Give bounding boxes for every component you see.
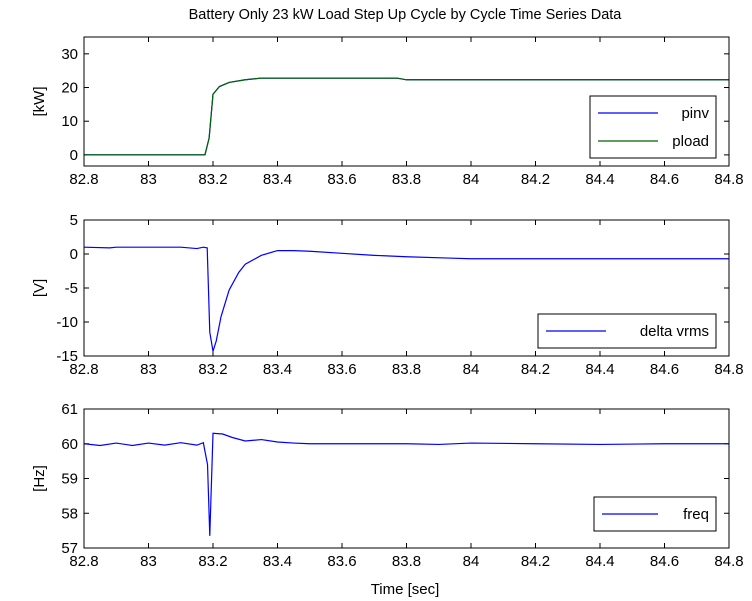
axes-frame bbox=[83, 408, 730, 549]
x-tick-label: 83 bbox=[140, 553, 157, 570]
legend: pinv pload bbox=[589, 95, 717, 159]
x-tick-label: 84.4 bbox=[585, 361, 614, 378]
x-axis-label: Time [sec] bbox=[371, 581, 440, 598]
y-axis-label: [V] bbox=[31, 279, 48, 297]
y-tick-label: 0 bbox=[70, 147, 78, 164]
x-tick-label: 84.2 bbox=[521, 361, 550, 378]
x-tick-label: 84.8 bbox=[714, 553, 743, 570]
y-tick-label: 30 bbox=[61, 46, 78, 63]
x-tick-label: 84 bbox=[463, 361, 480, 378]
series-line-pload bbox=[84, 77, 729, 156]
y-tick-label: -10 bbox=[56, 314, 78, 331]
x-tick-label: 83.2 bbox=[198, 361, 227, 378]
x-tick-label: 84 bbox=[463, 553, 480, 570]
y-tick-label: 58 bbox=[61, 505, 78, 522]
x-tick-label: 83.4 bbox=[263, 171, 292, 188]
y-axis-label: [Hz] bbox=[31, 465, 48, 492]
x-tick-label: 83.8 bbox=[392, 171, 421, 188]
subplots: 82.8 83 83.2 83.4 83.6 83.8 84 84.2 84.4 84.6 84.8… bbox=[31, 36, 744, 570]
y-tick-label: 20 bbox=[61, 80, 78, 97]
y-tick-label: 10 bbox=[61, 113, 78, 130]
x-tick-label: 84.8 bbox=[714, 171, 743, 188]
legend: freq bbox=[593, 496, 717, 532]
y-tick-label: 5 bbox=[70, 212, 78, 229]
x-tick-label: 84.6 bbox=[650, 553, 679, 570]
legend-label: freq bbox=[683, 506, 709, 523]
y-tick-label: 59 bbox=[61, 471, 78, 488]
x-tick-label: 82.8 bbox=[69, 553, 98, 570]
y-tick-label: -5 bbox=[65, 280, 78, 297]
series-group bbox=[84, 432, 729, 536]
y-tick-label: 57 bbox=[61, 540, 78, 557]
series-group bbox=[84, 246, 729, 352]
x-tick-label: 84.2 bbox=[521, 171, 550, 188]
x-tick-label: 83.8 bbox=[392, 553, 421, 570]
x-tick-label: 83.2 bbox=[198, 553, 227, 570]
y-tick-label: 60 bbox=[61, 436, 78, 453]
y-axis-label: [kW] bbox=[31, 87, 48, 117]
series-line-freq bbox=[84, 432, 729, 536]
x-tick-label: 84.4 bbox=[585, 171, 614, 188]
x-tick-label: 84 bbox=[463, 171, 480, 188]
y-tick-label: 61 bbox=[61, 401, 78, 418]
legend-label: pinv bbox=[681, 105, 709, 122]
subplot-1: 82.8 83 83.2 83.4 83.6 83.8 84 84.2 84.4 84.6 84.8… bbox=[31, 36, 744, 188]
x-tick-label: 84.4 bbox=[585, 553, 614, 570]
x-tick-label: 84.6 bbox=[650, 171, 679, 188]
subplot-3: 82.8 83 83.2 83.4 83.6 83.8 84 84.2 84.4 84.6 84.8… bbox=[31, 401, 744, 570]
series-line-delta-vrms bbox=[84, 246, 729, 352]
legend: delta vrms bbox=[537, 313, 717, 349]
x-tick-label: 83.4 bbox=[263, 361, 292, 378]
x-tick-label: 83.6 bbox=[327, 171, 356, 188]
series-group bbox=[84, 77, 729, 156]
x-tick-label: 83.8 bbox=[392, 361, 421, 378]
x-tick-label: 83.4 bbox=[263, 553, 292, 570]
x-tick-label: 83.6 bbox=[327, 361, 356, 378]
x-tick-label: 84.6 bbox=[650, 361, 679, 378]
axes-frame bbox=[83, 36, 730, 167]
y-tick-label: 0 bbox=[70, 246, 78, 263]
legend-label: delta vrms bbox=[640, 323, 709, 340]
axes-frame bbox=[83, 219, 730, 357]
x-tick-label: 83.2 bbox=[198, 171, 227, 188]
x-tick-label: 84.2 bbox=[521, 553, 550, 570]
x-tick-label: 82.8 bbox=[69, 361, 98, 378]
x-tick-label: 83 bbox=[140, 171, 157, 188]
x-tick-label: 84.8 bbox=[714, 361, 743, 378]
x-tick-label: 83.6 bbox=[327, 553, 356, 570]
subplot-2: 82.8 83 83.2 83.4 83.6 83.8 84 84.2 84.4 84.6 84.8… bbox=[31, 212, 744, 378]
legend-label: pload bbox=[672, 133, 709, 150]
legend-box bbox=[589, 95, 717, 159]
x-tick-label: 83 bbox=[140, 361, 157, 378]
y-tick-label: -15 bbox=[56, 348, 78, 365]
figure-title: Battery Only 23 kW Load Step Up Cycle by… bbox=[189, 7, 623, 23]
x-tick-label: 82.8 bbox=[69, 171, 98, 188]
